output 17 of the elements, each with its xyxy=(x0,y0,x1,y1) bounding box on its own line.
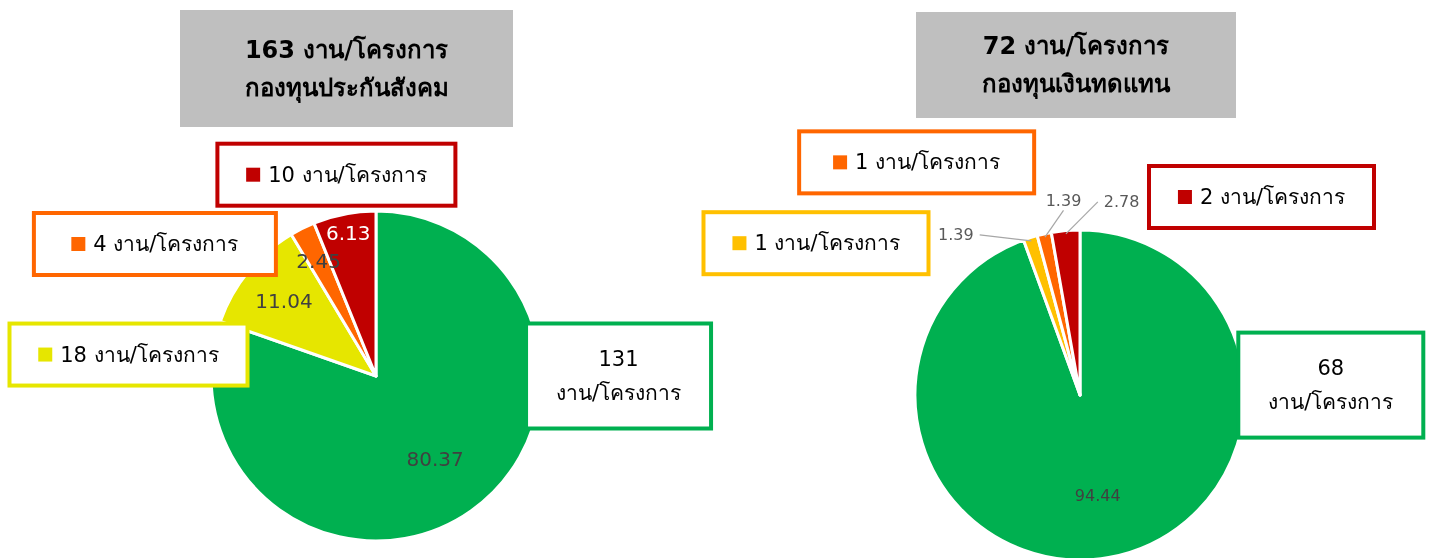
legend-label: 18 งาน/โครงการ xyxy=(60,342,219,367)
chart-title: 72 งาน/โครงการ กองทุนเงินทดแทน xyxy=(982,31,1171,100)
legend-label: 2 งาน/โครงการ xyxy=(1199,185,1346,209)
data-label: 80.37 xyxy=(406,447,464,472)
legend-label: 1 งาน/โครงการ xyxy=(754,231,900,256)
data-label: 11.04 xyxy=(255,288,313,313)
chart-title: 163 งาน/โครงการ กองทุนประกันสังคม xyxy=(244,34,449,104)
legend-label: 10 งาน/โครงการ xyxy=(268,162,427,187)
data-label: 6.13 xyxy=(325,221,371,246)
legend-label: 1 งาน/โครงการ xyxy=(855,150,1001,175)
slice-label: 68 งาน/โครงการ xyxy=(1268,356,1394,415)
data-label: 2.78 xyxy=(1103,192,1140,212)
legend-label: 4 งาน/โครงการ xyxy=(93,232,239,256)
data-label: 1.39 xyxy=(1045,190,1082,210)
slice-label: 131 งาน/โครงการ xyxy=(556,347,682,405)
data-label: 1.39 xyxy=(938,225,974,245)
data-label: 94.44 xyxy=(1074,486,1121,506)
